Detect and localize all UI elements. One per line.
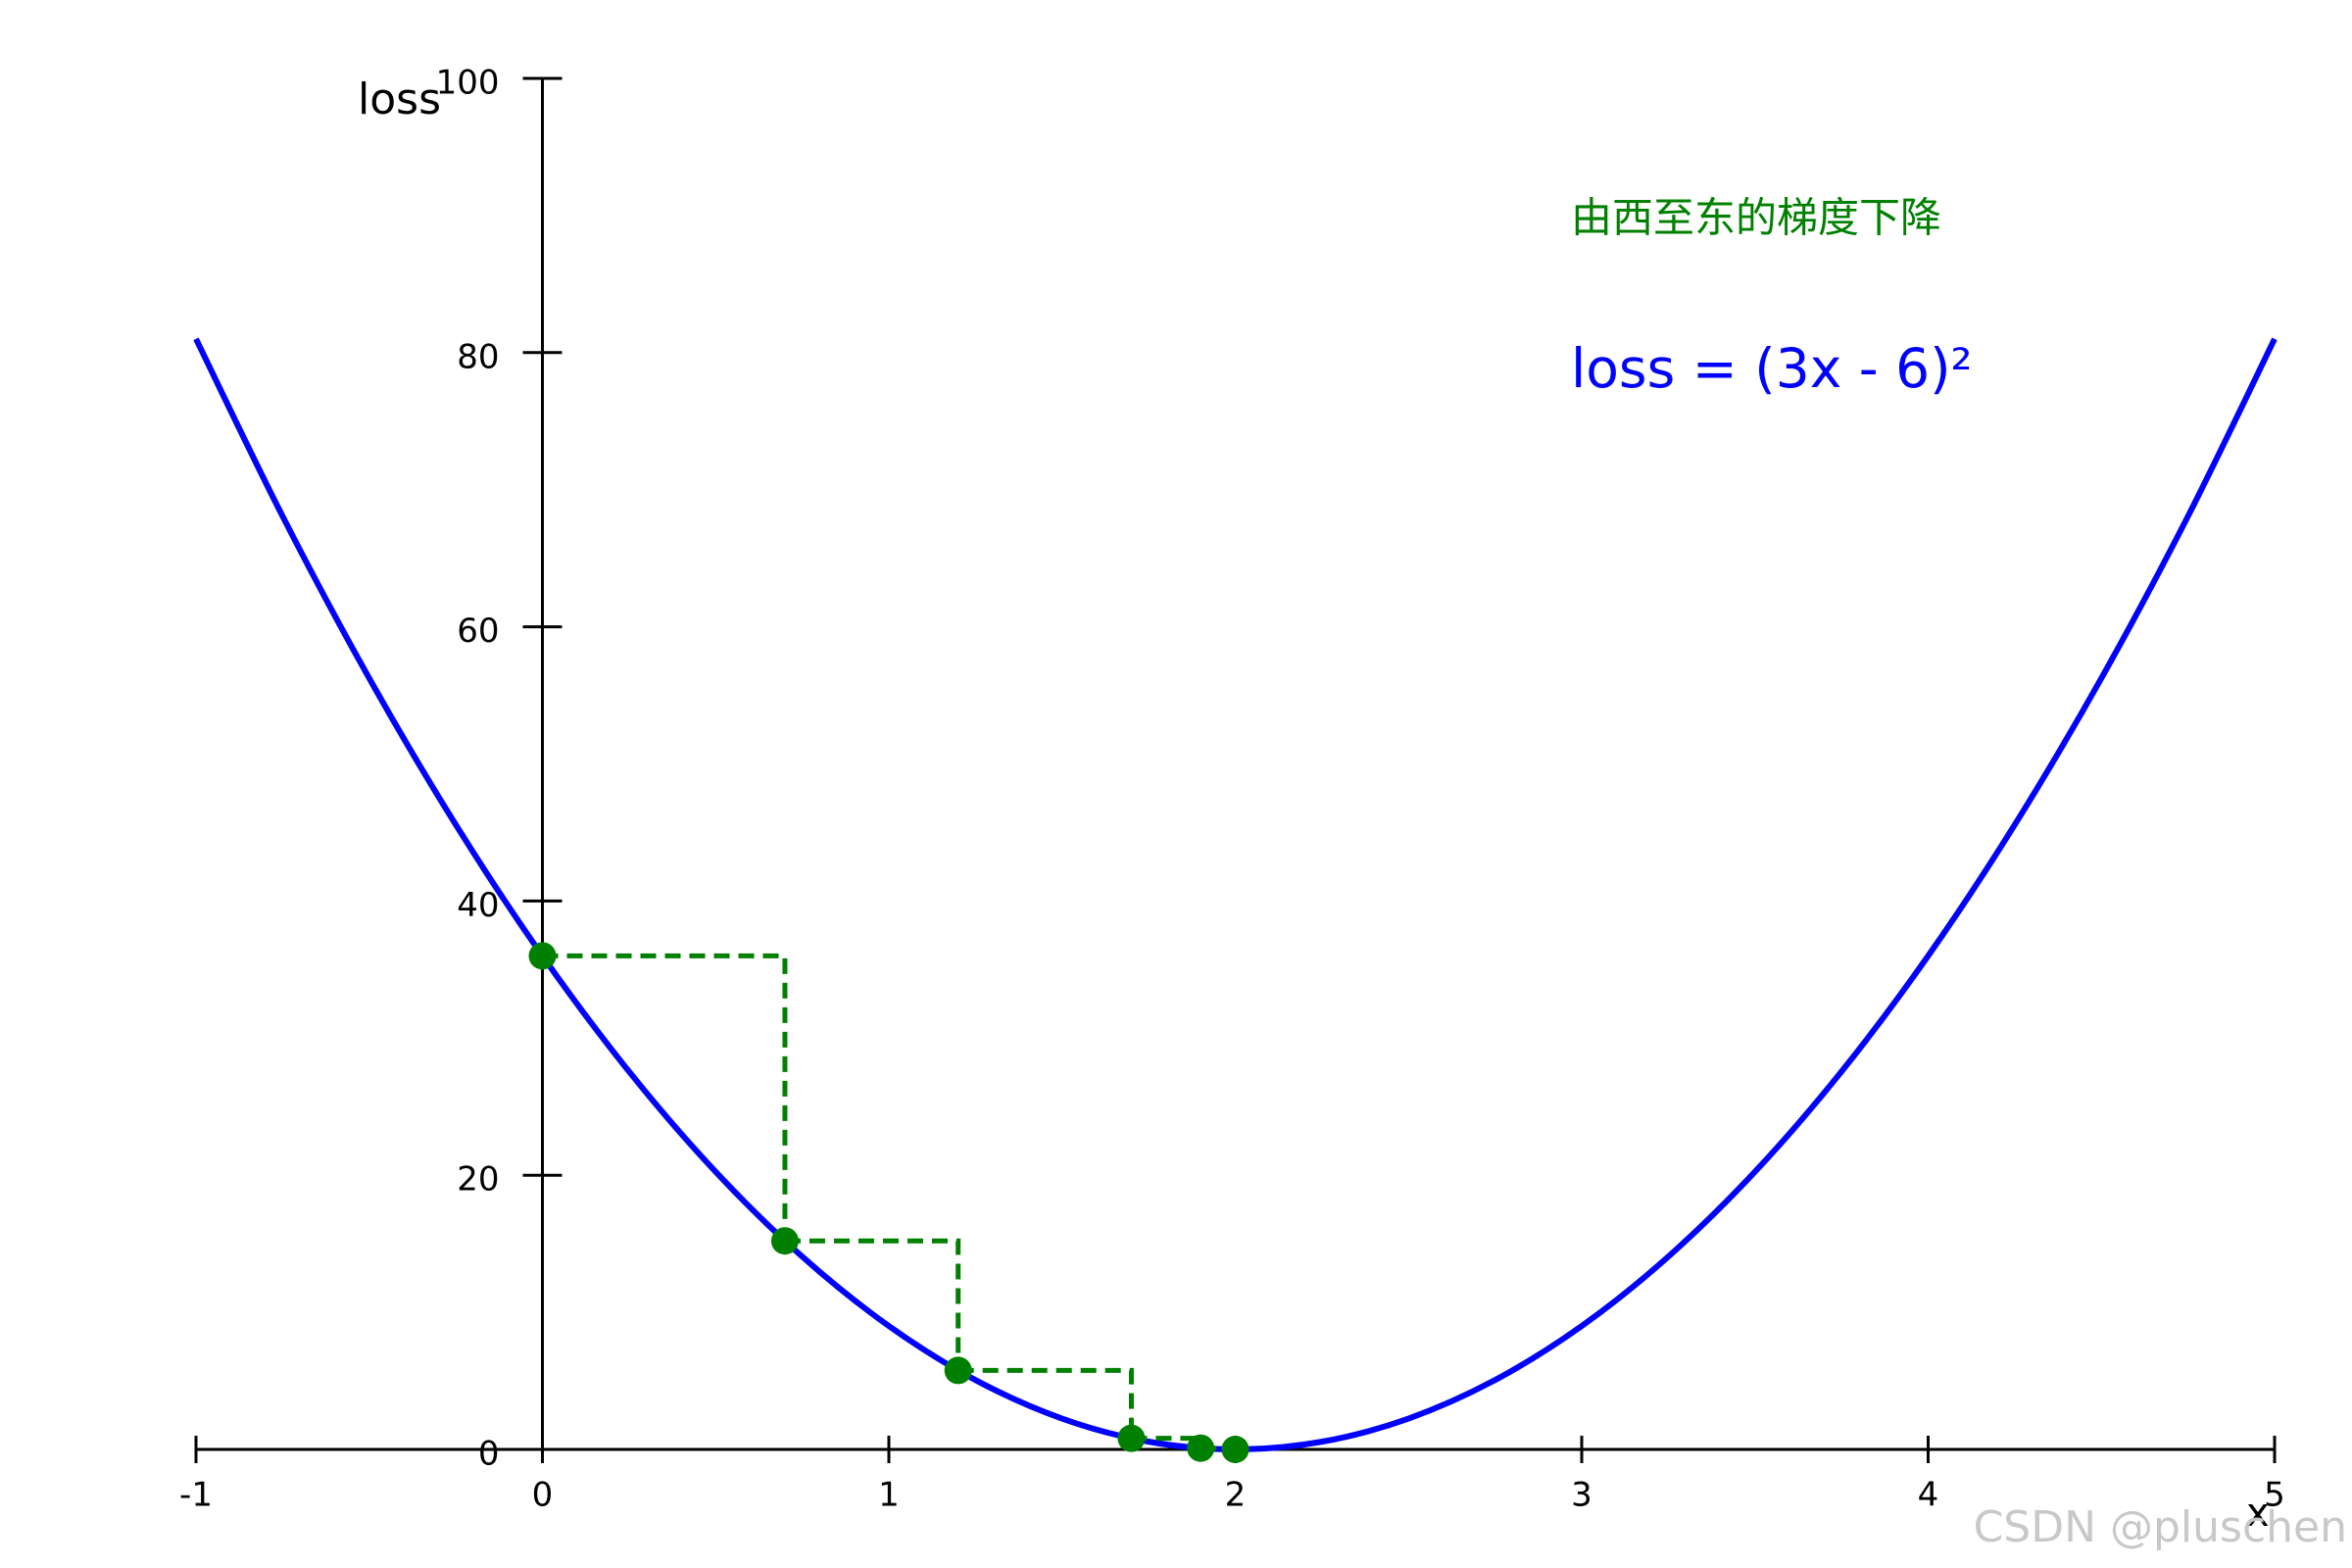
descent-step [542, 953, 1238, 1451]
y-tick-label: 20 [457, 1160, 499, 1200]
x-tick-label: 3 [1571, 1476, 1592, 1515]
watermark: CSDN @pluschen [1974, 1502, 2347, 1552]
x-tick-label: 5 [2264, 1476, 2285, 1515]
descent-point [944, 1356, 972, 1385]
loss-curve [193, 337, 2278, 1453]
descent-point [1117, 1424, 1146, 1452]
y-tick-label: 100 [436, 64, 500, 103]
x-tick-label: 1 [878, 1476, 900, 1515]
y-tick-label: 0 [478, 1435, 500, 1474]
y-axis-label: loss [358, 74, 441, 124]
descent-point [1187, 1434, 1215, 1462]
annotation: loss = (3x - 6)² [1571, 337, 1973, 400]
y-tick-label: 40 [457, 886, 499, 925]
annotation: 由西至东的梯度下降 [1571, 194, 1941, 242]
x-tick-label: 2 [1225, 1476, 1247, 1515]
x-tick-label: -1 [179, 1476, 213, 1515]
x-tick-label: 4 [1918, 1476, 1939, 1515]
y-tick-label: 60 [457, 612, 499, 651]
x-axis-label: x [2246, 1491, 2270, 1536]
descent-point [528, 942, 557, 970]
descent-point [770, 1227, 799, 1255]
descent-point [1221, 1436, 1250, 1463]
y-tick-label: 80 [457, 337, 499, 376]
x-tick-label: 0 [532, 1476, 554, 1515]
